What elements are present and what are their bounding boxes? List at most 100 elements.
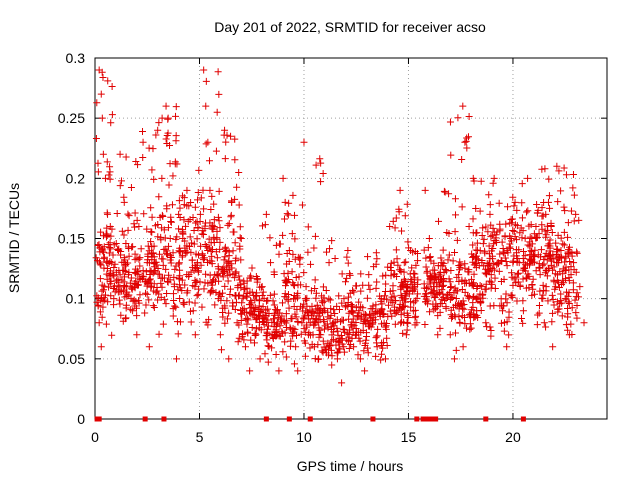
data-point: [399, 282, 407, 290]
data-point: [493, 228, 501, 236]
data-point: [127, 183, 135, 191]
data-point: [126, 279, 134, 287]
data-point: [225, 252, 233, 260]
data-point: [172, 103, 180, 111]
data-point: [546, 236, 554, 244]
data-point: [327, 311, 335, 319]
data-point: [122, 153, 130, 161]
data-point: [411, 283, 419, 291]
data-point: [365, 281, 373, 289]
data-point: [369, 319, 377, 327]
data-point: [229, 271, 237, 279]
data-point: [382, 325, 390, 333]
data-point: [490, 237, 498, 245]
data-point: [477, 298, 485, 306]
data-point: [155, 290, 163, 298]
data-point: [285, 304, 293, 312]
data-point: [470, 261, 478, 269]
data-point: [505, 308, 513, 316]
data-point: [452, 211, 460, 219]
data-point: [252, 272, 260, 280]
data-point: [413, 294, 421, 302]
data-point: [572, 293, 580, 301]
data-point: [544, 297, 552, 305]
data-point: [279, 299, 287, 307]
data-point: [380, 319, 388, 327]
data-point: [187, 198, 195, 206]
data-point: [108, 82, 116, 90]
data-point: [166, 141, 174, 149]
data-point: [308, 308, 316, 316]
data-point: [322, 287, 330, 295]
data-point: [438, 295, 446, 303]
data-point: [391, 320, 399, 328]
data-point: [188, 256, 196, 264]
data-point: [504, 203, 512, 211]
data-point: [94, 159, 102, 167]
data-point: [423, 269, 431, 277]
data-point: [171, 265, 179, 273]
data-point: [131, 250, 139, 258]
data-point: [345, 333, 353, 341]
data-point: [403, 326, 411, 334]
data-point: [297, 330, 305, 338]
data-point: [553, 162, 561, 170]
data-point: [221, 253, 229, 261]
data-point: [145, 296, 153, 304]
data-point: [528, 248, 536, 256]
data-point: [401, 302, 409, 310]
data-point: [103, 158, 111, 166]
data-point: [464, 268, 472, 276]
data-point: [157, 236, 165, 244]
data-point: [547, 254, 555, 262]
data-point: [530, 290, 538, 298]
data-point: [276, 240, 284, 248]
data-point: [196, 210, 204, 218]
data-point: [190, 226, 198, 234]
data-point: [259, 288, 267, 296]
data-point: [299, 304, 307, 312]
data-point: [524, 241, 532, 249]
data-point: [232, 254, 240, 262]
data-point: [420, 292, 428, 300]
data-point: [569, 279, 577, 287]
data-point: [241, 308, 249, 316]
data-point: [333, 316, 341, 324]
data-point: [395, 205, 403, 213]
data-point: [441, 188, 449, 196]
data-point: [414, 257, 422, 265]
data-point: [470, 270, 478, 278]
data-point: [161, 234, 169, 242]
data-point: [580, 319, 588, 327]
data-point: [381, 355, 389, 363]
data-point: [231, 135, 239, 143]
data-point: [127, 295, 135, 303]
data-point: [474, 314, 482, 322]
data-point: [134, 281, 142, 289]
data-point: [116, 288, 124, 296]
data-point: [562, 254, 570, 262]
data-point: [133, 216, 141, 224]
data-point: [433, 303, 441, 311]
data-point: [231, 274, 239, 282]
data-point: [533, 201, 541, 209]
data-point: [399, 296, 407, 304]
data-point: [396, 186, 404, 194]
data-point: [180, 299, 188, 307]
x-tick-label: 10: [296, 429, 312, 445]
data-point: [104, 210, 112, 218]
data-point: [454, 114, 462, 122]
data-point: [176, 213, 184, 221]
data-point: [564, 313, 572, 321]
data-point: [154, 233, 162, 241]
data-point: [328, 361, 336, 369]
data-point: [284, 211, 292, 219]
data-point: [544, 198, 552, 206]
data-point: [140, 210, 148, 218]
data-point: [524, 174, 532, 182]
data-point: [401, 212, 409, 220]
data-point: [492, 234, 500, 242]
data-point: [167, 218, 175, 226]
data-point: [519, 319, 527, 327]
data-point: [298, 319, 306, 327]
